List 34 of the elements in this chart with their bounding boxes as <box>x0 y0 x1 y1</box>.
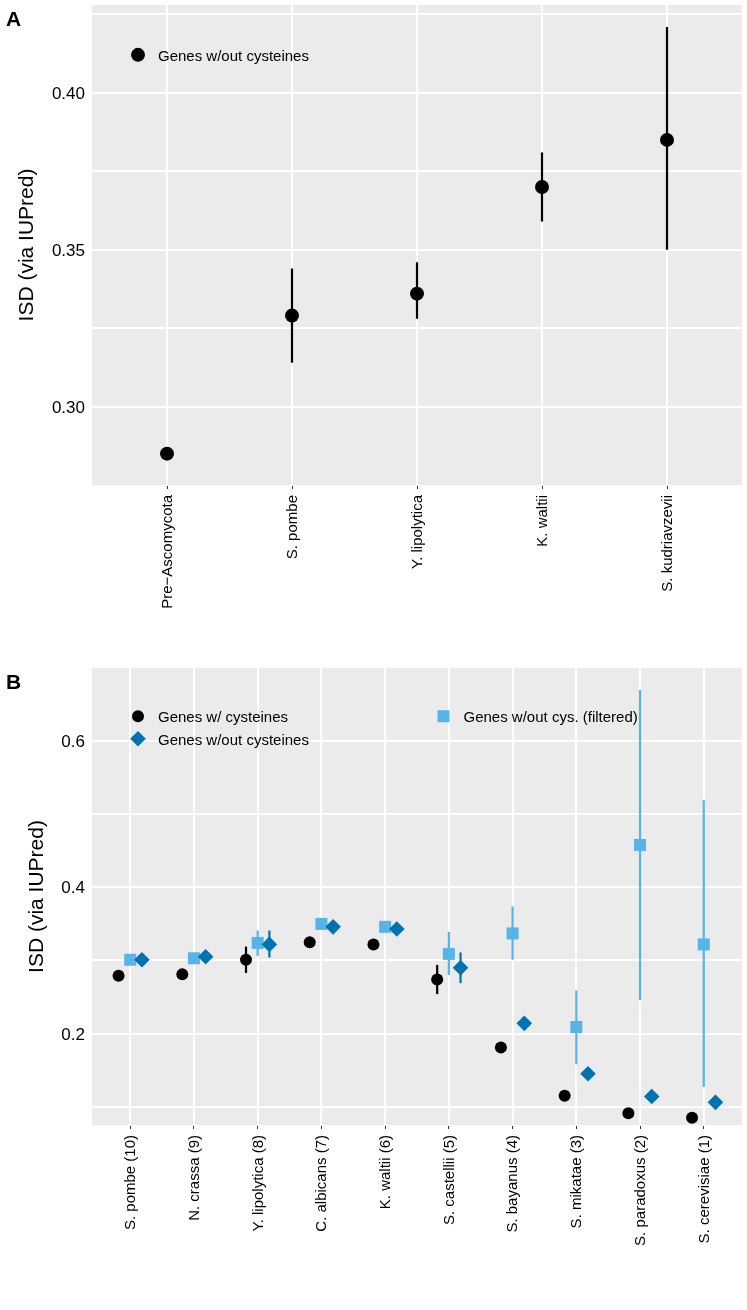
y-tick-label: 0.2 <box>61 1024 85 1044</box>
x-tick-label: Pre−Ascomycota <box>157 494 175 609</box>
y-tick-label: 0.6 <box>61 732 85 752</box>
x-tick-label: N. crassa (9) <box>184 1135 202 1221</box>
chart-title: B <box>6 670 22 693</box>
x-tick-label: Y. lipolytica (8) <box>248 1135 266 1232</box>
legend-label: Genes w/out cysteines <box>158 730 309 748</box>
y-tick-label: 0.35 <box>51 240 85 260</box>
x-tick-label: K. waltii <box>532 495 550 547</box>
point <box>285 308 299 323</box>
x-tick-label: S. paradoxus (2) <box>630 1135 648 1246</box>
point <box>160 446 174 461</box>
x-tick-label: S. pombe <box>282 495 300 560</box>
y-tick-label: 0.40 <box>51 83 85 103</box>
y-tick-label: 0.4 <box>61 878 85 898</box>
point <box>660 132 674 147</box>
legend-label: Genes w/out cysteines <box>158 46 309 64</box>
x-tick-label: C. albicans (7) <box>312 1135 330 1232</box>
x-tick-label: S. pombe (10) <box>121 1135 139 1231</box>
x-tick-label: S. kudriavzevii <box>657 495 675 592</box>
x-tick-label: K. waltii (6) <box>376 1135 394 1210</box>
chart-title: A <box>6 7 22 30</box>
point <box>410 286 424 301</box>
x-tick-label: Y. lipolytica <box>407 494 425 569</box>
y-axis-title: ISD (via IUPred) <box>14 168 38 322</box>
y-tick-label: 0.30 <box>51 397 85 417</box>
legend-label: Genes w/ cysteines <box>158 708 289 726</box>
x-tick-label: S. cerevisiae (1) <box>694 1135 712 1244</box>
x-tick-label: S. bayanus (4) <box>503 1135 521 1233</box>
y-axis-title: ISD (via IUPred) <box>23 820 47 973</box>
legend-label: Genes w/out cys. (filtered) <box>463 708 638 726</box>
point <box>535 179 549 194</box>
x-tick-label: S. castellii (5) <box>439 1135 457 1226</box>
x-tick-label: S. mikatae (3) <box>567 1135 585 1229</box>
